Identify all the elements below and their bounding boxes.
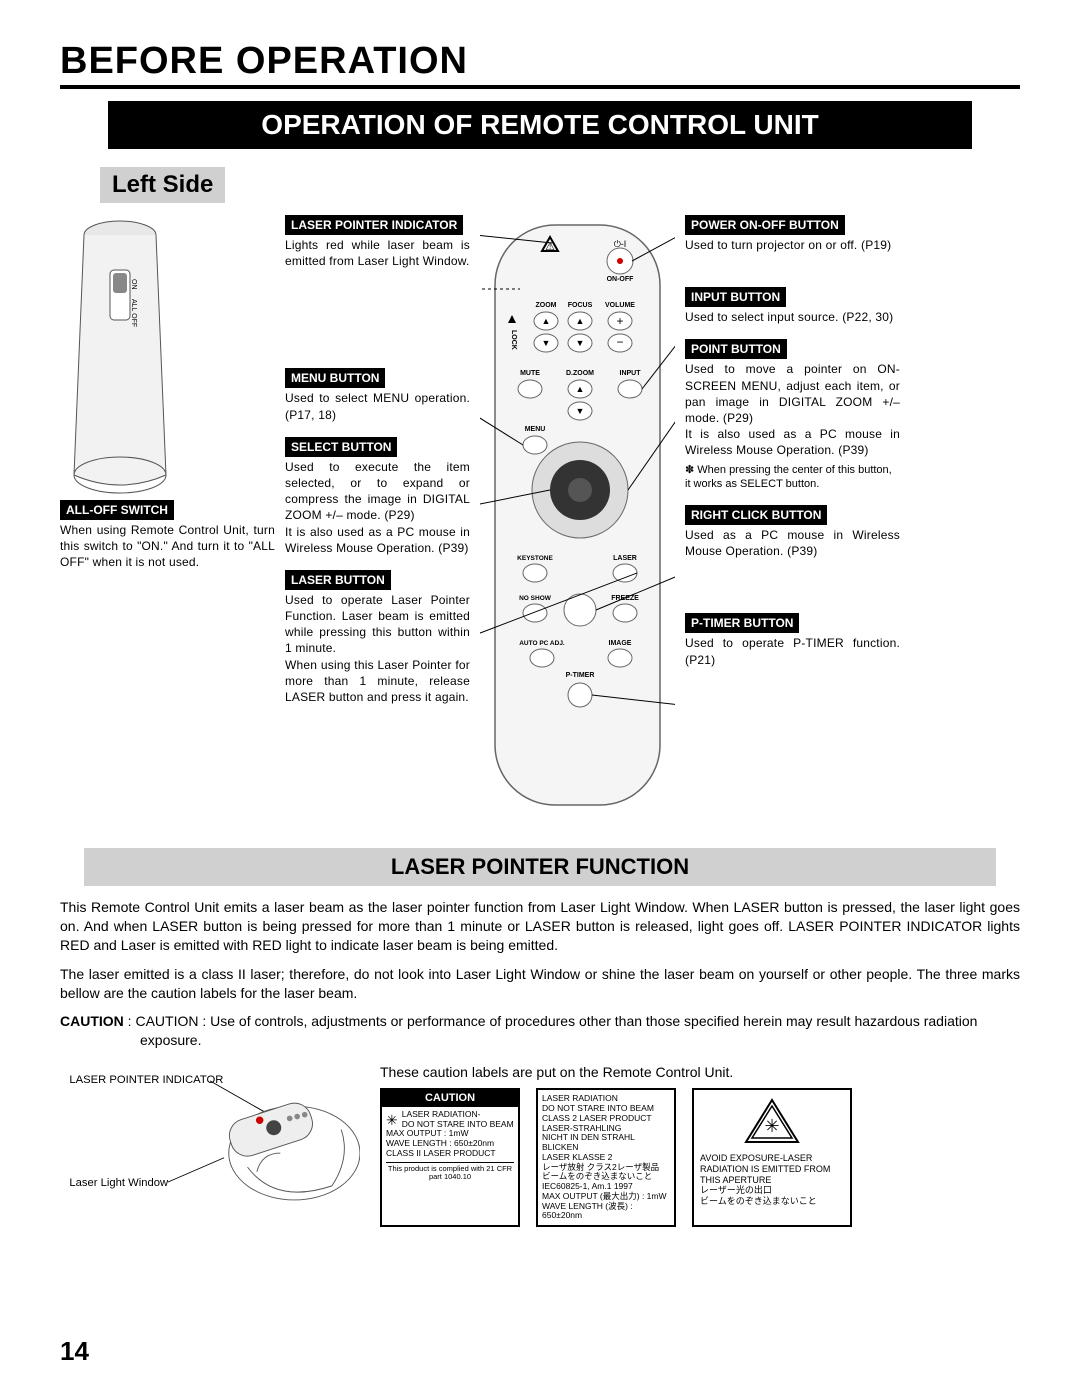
point-label: POINT BUTTON <box>685 339 787 359</box>
svg-text:⏻-I: ⏻-I <box>614 239 627 249</box>
laser-section-header: LASER POINTER FUNCTION <box>84 848 996 886</box>
hand-remote-diagram: LASER POINTER INDICATOR Laser Light Wind… <box>60 1064 360 1223</box>
laser-desc: Used to operate Laser Pointer Function. … <box>285 592 470 657</box>
svg-text:ALL OFF: ALL OFF <box>130 299 137 327</box>
svg-text:KEYSTONE: KEYSTONE <box>517 555 553 562</box>
svg-text:D.ZOOM: D.ZOOM <box>566 370 594 377</box>
ptimer-desc: Used to operate P-TIMER function. (P21) <box>685 635 900 667</box>
rclick-label: RIGHT CLICK BUTTON <box>685 505 827 525</box>
svg-text:FOCUS: FOCUS <box>568 302 593 309</box>
svg-text:ON: ON <box>130 279 137 290</box>
side-switch-diagram: ON ALL OFF <box>60 215 180 495</box>
laser-indicator-label: LASER POINTER INDICATOR <box>285 215 463 235</box>
ptimer-label: P-TIMER BUTTON <box>685 613 799 633</box>
svg-text:▼: ▼ <box>576 406 585 416</box>
svg-text:ZOOM: ZOOM <box>536 302 557 309</box>
point-desc: Used to move a pointer on ON-SCREEN MENU… <box>685 361 900 426</box>
left-side-header: Left Side <box>100 167 225 203</box>
menu-label: MENU BUTTON <box>285 368 385 388</box>
svg-text:ON-OFF: ON-OFF <box>607 276 635 283</box>
svg-text:LASER POINTER INDICATOR: LASER POINTER INDICATOR <box>69 1074 223 1086</box>
select-desc: Used to execute the item selected, or to… <box>285 459 470 524</box>
laser-label: LASER BUTTON <box>285 570 391 590</box>
svg-text:VOLUME: VOLUME <box>605 302 635 309</box>
caution-labels-intro: These caution labels are put on the Remo… <box>380 1064 1020 1080</box>
laser-p1: This Remote Control Unit emits a laser b… <box>60 898 1020 955</box>
svg-text:▲: ▲ <box>576 384 585 394</box>
laser-indicator-desc: Lights red while laser beam is emitted f… <box>285 237 470 269</box>
svg-text:▼: ▼ <box>542 338 551 348</box>
svg-text:▲: ▲ <box>576 316 585 326</box>
svg-text:✳: ✳ <box>764 1116 779 1136</box>
svg-text:INPUT: INPUT <box>620 370 642 377</box>
section-banner: OPERATION OF REMOTE CONTROL UNIT <box>108 101 972 149</box>
svg-text:−: − <box>616 335 623 349</box>
input-label: INPUT BUTTON <box>685 287 786 307</box>
point-desc2: It is also used as a PC mouse in Wireles… <box>685 426 900 458</box>
laser-caution: CAUTION : CAUTION : Use of controls, adj… <box>60 1012 1020 1050</box>
caution-box-1: CAUTION ✳ LASER RADIATION- DO NOT STARE … <box>380 1088 520 1227</box>
svg-text:P-TIMER: P-TIMER <box>566 672 595 679</box>
select-desc2: It is also used as a PC mouse in Wireles… <box>285 524 470 556</box>
svg-text:+: + <box>616 314 623 328</box>
menu-desc: Used to select MENU operation. (P17, 18) <box>285 390 470 422</box>
caution-box-3: ✳ AVOID EXPOSURE-LASER RADIATION IS EMIT… <box>692 1088 852 1227</box>
caution-box-2: LASER RADIATION DO NOT STARE INTO BEAM C… <box>536 1088 676 1227</box>
svg-text:LASER: LASER <box>613 555 637 562</box>
svg-text:Laser Light Window: Laser Light Window <box>69 1177 169 1189</box>
svg-text:MENU: MENU <box>525 426 546 433</box>
svg-text:NO SHOW: NO SHOW <box>519 595 552 602</box>
laser-p2: The laser emitted is a class II laser; t… <box>60 965 1020 1003</box>
laser-desc2: When using this Laser Pointer for more t… <box>285 657 470 706</box>
svg-text:▼: ▼ <box>576 338 585 348</box>
rclick-desc: Used as a PC mouse in Wireless Mouse Ope… <box>685 527 900 559</box>
point-note: ✽ When pressing the center of this butto… <box>685 463 900 492</box>
svg-text:FREEZE: FREEZE <box>611 595 639 602</box>
remote-diagram: ⚠ ⏻-I ON-OFF LOCK ZOOM FOCUS VOLUME ▲ ▼ … <box>480 215 675 815</box>
power-desc: Used to turn projector on or off. (P19) <box>685 237 900 253</box>
svg-text:▲: ▲ <box>542 316 551 326</box>
alloff-desc: When using Remote Control Unit, turn thi… <box>60 522 275 571</box>
power-label: POWER ON-OFF BUTTON <box>685 215 845 235</box>
select-label: SELECT BUTTON <box>285 437 397 457</box>
svg-text:IMAGE: IMAGE <box>609 640 632 647</box>
svg-text:MUTE: MUTE <box>520 370 540 377</box>
input-desc: Used to select input source. (P22, 30) <box>685 309 900 325</box>
alloff-label: ALL-OFF SWITCH <box>60 500 174 520</box>
page-number: 14 <box>60 1336 89 1367</box>
page-title: BEFORE OPERATION <box>60 40 1020 89</box>
svg-text:AUTO PC ADJ.: AUTO PC ADJ. <box>519 640 565 647</box>
svg-text:LOCK: LOCK <box>510 330 517 350</box>
